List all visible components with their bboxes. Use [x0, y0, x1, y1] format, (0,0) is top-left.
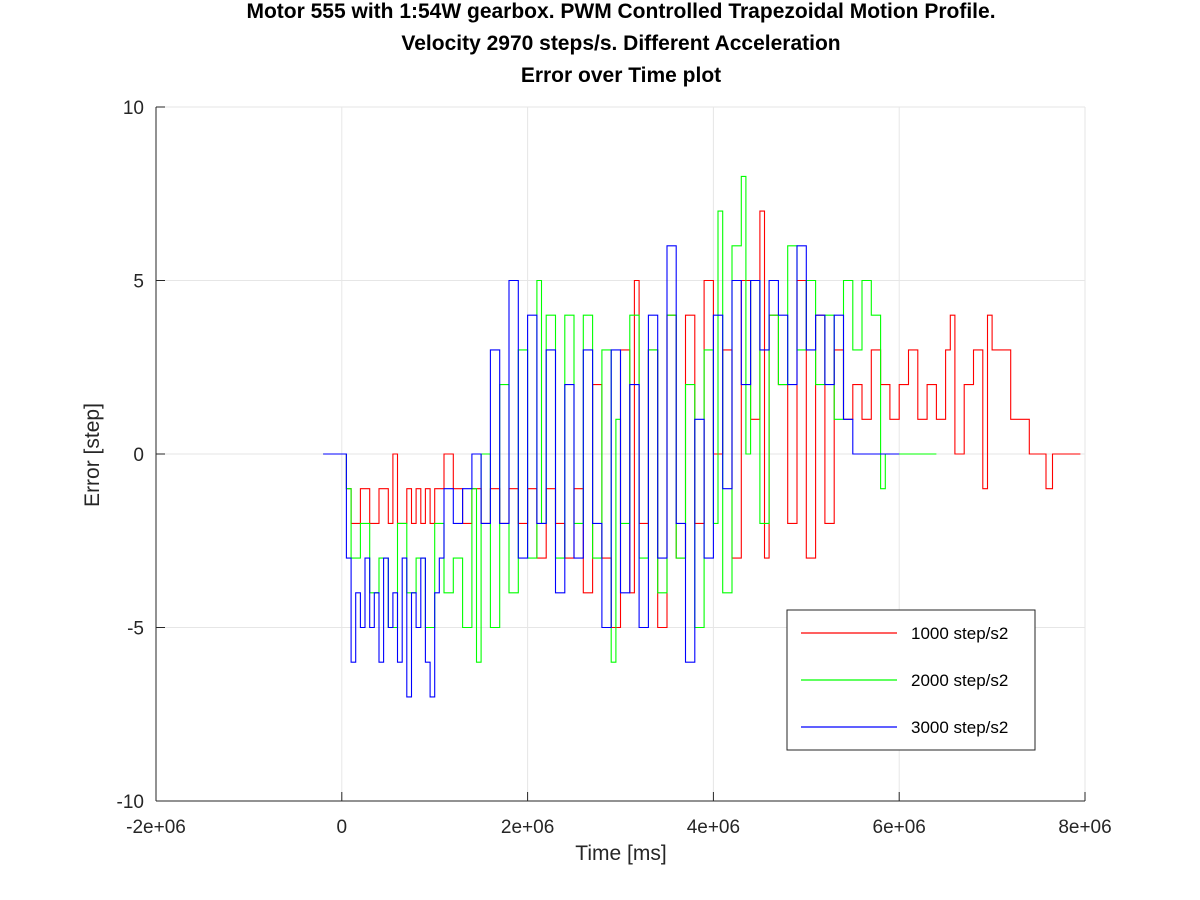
chart-title: Motor 555 with 1:54W gearbox. PWM Contro…	[246, 0, 995, 87]
x-tick-label: 4e+06	[687, 817, 740, 838]
x-tick-label: -2e+06	[126, 817, 186, 838]
tick-labels: -2e+06 0 2e+06 4e+06 6e+06 8e+06 -10 -5 0 5 10	[117, 98, 1112, 838]
legend-label-1: 1000 step/s2	[911, 624, 1008, 643]
title-line-3: Error over Time plot	[521, 64, 721, 87]
x-axis-label: Time [ms]	[575, 842, 666, 865]
legend-label-2: 2000 step/s2	[911, 671, 1008, 690]
title-line-2: Velocity 2970 steps/s. Different Acceler…	[401, 32, 840, 55]
x-tick-label: 6e+06	[873, 817, 926, 838]
y-tick-label: 0	[133, 445, 144, 466]
y-tick-label: 10	[123, 98, 144, 119]
x-tick-label: 0	[337, 817, 348, 838]
legend-label-3: 3000 step/s2	[911, 718, 1008, 737]
series-line-3	[323, 245, 900, 698]
axes	[155, 106, 1086, 802]
y-axis-label: Error [step]	[81, 403, 104, 507]
x-tick-label: 2e+06	[501, 817, 554, 838]
y-tick-label: -5	[127, 619, 144, 640]
series-lines	[323, 175, 1081, 698]
y-tick-label: 5	[133, 272, 144, 293]
y-tick-label: -10	[117, 792, 144, 813]
x-tick-label: 8e+06	[1058, 817, 1111, 838]
title-line-1: Motor 555 with 1:54W gearbox. PWM Contro…	[246, 0, 995, 23]
legend: 1000 step/s2 2000 step/s2 3000 step/s2	[786, 609, 1036, 751]
